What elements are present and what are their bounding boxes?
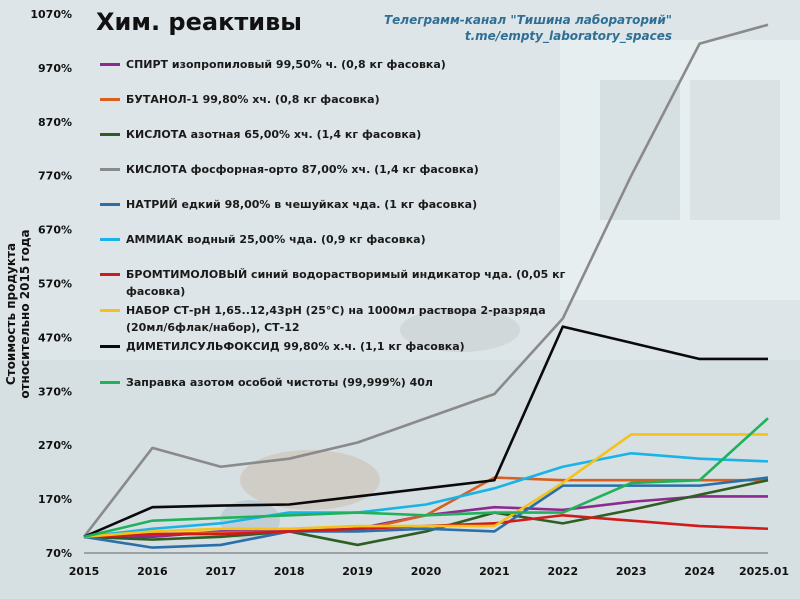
- credit-link[interactable]: t.me/empty_laboratory_spaces: [464, 29, 672, 43]
- x-tick-label: 2016: [137, 565, 168, 578]
- x-tick-label: 2019: [342, 565, 373, 578]
- series-line-5: [83, 476, 769, 549]
- legend-item: БУТАНОЛ-1 99,80% хч. (0,8 кг фасовка): [100, 91, 570, 108]
- x-tick-label: 2025.01: [739, 565, 789, 578]
- x-tick-label: 2015: [69, 565, 100, 578]
- y-tick-label: 770%: [38, 170, 72, 183]
- credit-channel: Телеграмм-канал "Тишина лабораторий": [383, 13, 672, 27]
- legend-label: БУТАНОЛ-1 99,80% хч. (0,8 кг фасовка): [126, 93, 380, 106]
- legend-item: ДИМЕТИЛСУЛЬФОКСИД 99,80% х.ч. (1,1 кг фа…: [100, 338, 570, 355]
- x-tick-label: 2018: [274, 565, 305, 578]
- legend-swatch: [100, 273, 120, 276]
- y-tick-label: 470%: [38, 331, 72, 344]
- legend-swatch: [100, 133, 120, 136]
- legend-label: КИСЛОТА азотная 65,00% хч. (1,4 кг фасов…: [126, 128, 422, 141]
- series-line-3: [83, 478, 769, 547]
- legend-item: Заправка азотом особой чистоты (99,999%)…: [100, 374, 570, 391]
- legend-item: КИСЛОТА азотная 65,00% хч. (1,4 кг фасов…: [100, 126, 570, 143]
- legend-item: АММИАК водный 25,00% чда. (0,9 кг фасовк…: [100, 231, 570, 248]
- legend-swatch: [100, 238, 120, 241]
- legend-swatch: [100, 168, 120, 171]
- y-axis-label: Стоимость продукта относительно 2015 год…: [4, 229, 32, 399]
- series-line-9: [83, 325, 768, 539]
- series-line-4: [82, 23, 769, 538]
- x-tick-label: 2024: [684, 565, 715, 578]
- y-tick-label: 170%: [38, 493, 72, 506]
- legend-item: КИСЛОТА фосфорная-орто 87,00% хч. (1,4 к…: [100, 161, 570, 178]
- x-tick-label: 2020: [411, 565, 442, 578]
- y-tick-label: 370%: [38, 385, 72, 398]
- y-tick-label: 1070%: [30, 8, 72, 21]
- legend-swatch: [100, 98, 120, 101]
- x-tick-label: 2017: [205, 565, 236, 578]
- x-tick-label: 2023: [616, 565, 647, 578]
- legend-label: СПИРТ изопропиловый 99,50% ч. (0,8 кг фа…: [126, 58, 446, 71]
- legend-label: НАТРИЙ едкий 98,00% в чешуйках чда. (1 к…: [126, 198, 478, 211]
- legend-swatch: [100, 63, 120, 66]
- y-tick-label: 670%: [38, 224, 72, 237]
- x-tick-label: 2022: [547, 565, 578, 578]
- legend-swatch: [100, 381, 120, 384]
- y-tick-label: 270%: [38, 439, 72, 452]
- legend-item: БРОМТИМОЛОВЫЙ синий водорастворимый инди…: [100, 266, 570, 300]
- legend-item: СПИРТ изопропиловый 99,50% ч. (0,8 кг фа…: [100, 56, 570, 73]
- series-line-6: [83, 451, 769, 539]
- legend-label: БРОМТИМОЛОВЫЙ синий водорастворимый инди…: [126, 268, 566, 298]
- credit-block: Телеграмм-канал "Тишина лабораторий" t.m…: [384, 12, 672, 44]
- legend-swatch: [100, 345, 120, 348]
- legend-swatch: [100, 203, 120, 206]
- legend-item: НАБОР СТ-pH 1,65..12,43pH (25°C) на 1000…: [100, 302, 570, 336]
- legend-item: НАТРИЙ едкий 98,00% в чешуйках чда. (1 к…: [100, 196, 570, 213]
- chart-title: Хим. реактивы: [96, 8, 302, 36]
- y-tick-label: 970%: [38, 62, 72, 75]
- y-tick-label: 70%: [46, 547, 72, 560]
- legend-label: КИСЛОТА фосфорная-орто 87,00% хч. (1,4 к…: [126, 163, 479, 176]
- y-tick-label: 870%: [38, 116, 72, 129]
- series-line-10: [83, 417, 769, 539]
- legend-label: ДИМЕТИЛСУЛЬФОКСИД 99,80% х.ч. (1,1 кг фа…: [126, 340, 465, 353]
- legend-label: НАБОР СТ-pH 1,65..12,43pH (25°C) на 1000…: [126, 304, 546, 334]
- series-line-8: [83, 433, 768, 539]
- legend-label: Заправка азотом особой чистоты (99,999%)…: [126, 376, 433, 389]
- legend-swatch: [100, 309, 120, 312]
- y-tick-label: 570%: [38, 278, 72, 291]
- x-tick-label: 2021: [479, 565, 510, 578]
- legend-label: АММИАК водный 25,00% чда. (0,9 кг фасовк…: [126, 233, 426, 246]
